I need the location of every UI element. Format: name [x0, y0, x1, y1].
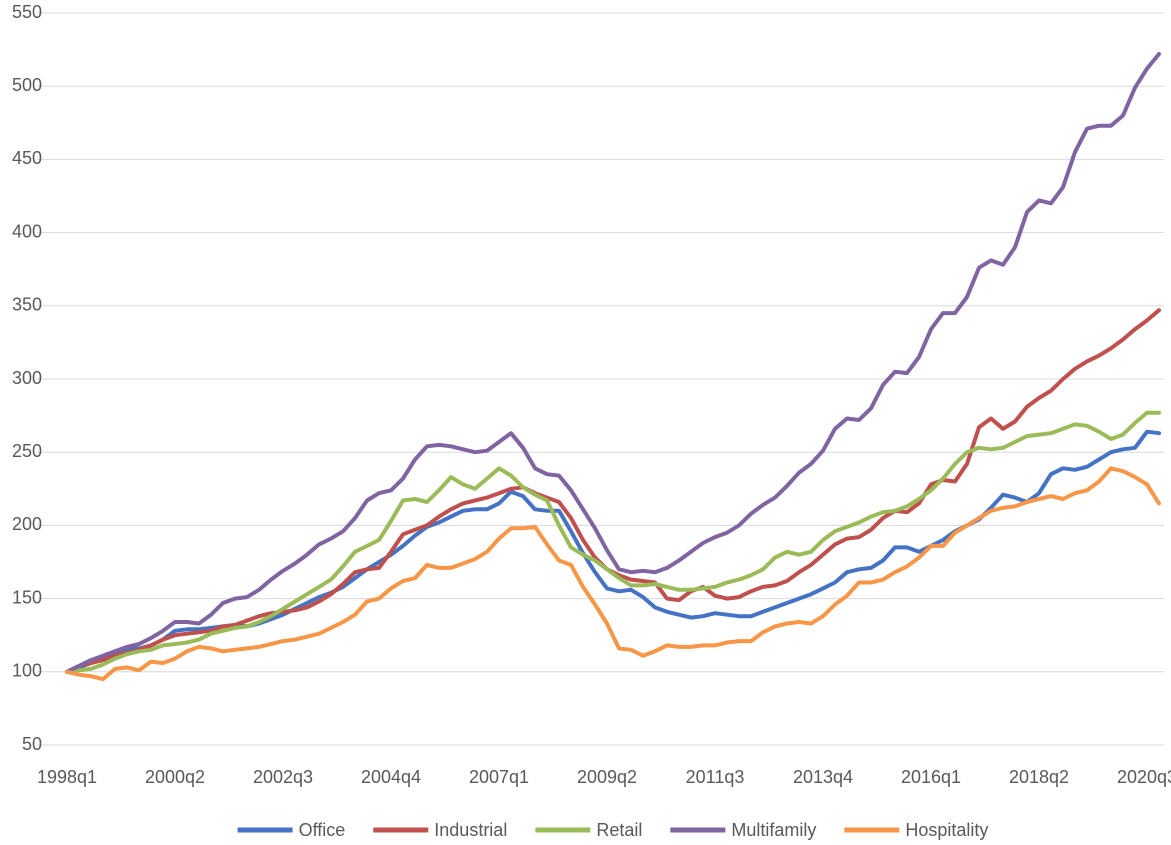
- x-tick-label: 2009q2: [577, 767, 637, 787]
- x-tick-label: 2011q3: [686, 767, 745, 787]
- y-tick-label: 300: [12, 368, 42, 388]
- x-tick-label: 2016q1: [901, 767, 961, 787]
- x-tick-label: 2002q3: [253, 767, 313, 787]
- x-tick-label: 2020q3: [1117, 767, 1171, 787]
- y-tick-label: 250: [12, 441, 42, 461]
- series-line: [65, 410, 1161, 674]
- legend-label: Multifamily: [731, 820, 816, 840]
- y-tick-label: 100: [12, 661, 42, 681]
- x-tick-label: 2018q2: [1009, 767, 1069, 787]
- x-tick-label: 1998q1: [37, 767, 97, 787]
- legend-label: Industrial: [434, 820, 507, 840]
- y-tick-label: 500: [12, 75, 42, 95]
- x-tick-label: 2007q1: [469, 767, 529, 787]
- y-tick-label: 550: [12, 2, 42, 22]
- y-tick-label: 150: [12, 587, 42, 607]
- x-tick-label: 2013q4: [793, 767, 853, 787]
- legend-label: Office: [299, 820, 346, 840]
- series-line: [65, 52, 1161, 674]
- y-tick-label: 450: [12, 148, 42, 168]
- legend-label: Retail: [596, 820, 642, 840]
- y-tick-label: 50: [22, 734, 42, 754]
- x-tick-label: 2004q4: [361, 767, 421, 787]
- x-tick-label: 2000q2: [145, 767, 205, 787]
- series-line: [65, 308, 1161, 674]
- y-tick-label: 400: [12, 221, 42, 241]
- legend-label: Hospitality: [905, 820, 988, 840]
- y-tick-label: 200: [12, 514, 42, 534]
- y-tick-label: 350: [12, 295, 42, 315]
- series-line: [65, 466, 1161, 682]
